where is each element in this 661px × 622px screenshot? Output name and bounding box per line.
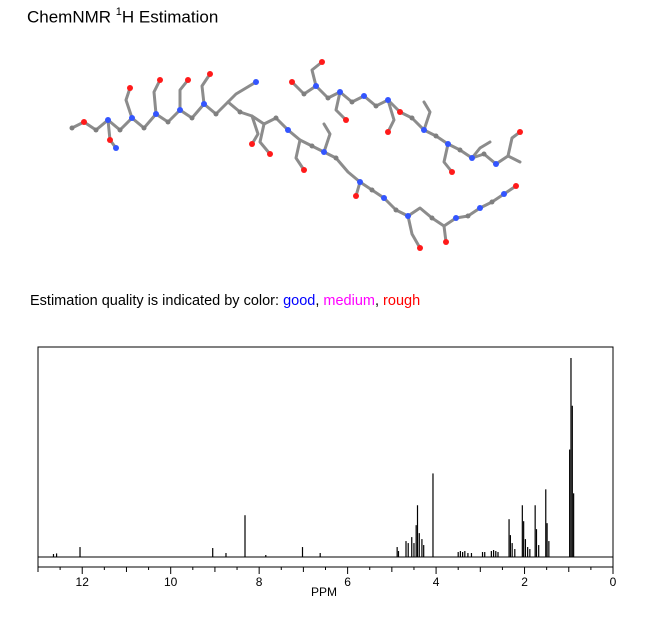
title-superscript: 1 — [115, 6, 122, 18]
x-tick-label: 6 — [344, 575, 351, 589]
title-suffix: H Estimation — [121, 7, 219, 27]
peptide-structure-image — [69, 59, 523, 251]
page-title: ChemNMR 1H Estimation — [27, 6, 219, 28]
x-axis-label: PPM — [311, 585, 337, 599]
legend-rough: rough — [383, 293, 421, 309]
peak-layer — [52, 358, 575, 557]
plot-frame — [37, 346, 614, 568]
quality-legend: Estimation quality is indicated by color… — [30, 293, 420, 309]
legend-separator: , — [374, 293, 384, 309]
legend-text: Estimation quality is indicated by color… — [30, 293, 284, 309]
x-tick-label: 4 — [433, 575, 440, 589]
x-tick-label: 2 — [521, 575, 528, 589]
title-prefix: ChemNMR — [27, 7, 116, 27]
x-tick-label: 8 — [256, 575, 263, 589]
x-tick-label: 10 — [164, 575, 178, 589]
x-tick-label: 0 — [610, 575, 617, 589]
x-axis: 12 10 8 6 4 2 0 — [37, 567, 617, 589]
legend-good: good — [283, 293, 316, 309]
x-tick-label: 12 — [76, 575, 90, 589]
legend-separator: , — [315, 293, 324, 309]
legend-medium: medium — [323, 293, 375, 309]
